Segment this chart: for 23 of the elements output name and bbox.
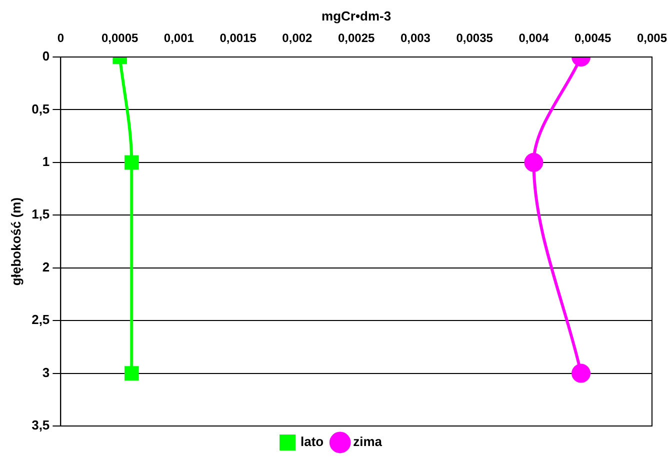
- x-tick-label: 0,0025: [338, 31, 376, 46]
- x-tick-label: 0: [57, 31, 64, 46]
- legend-label: lato: [300, 434, 324, 450]
- y-tick-label: 0: [42, 48, 50, 64]
- y-tick-label: 1: [42, 154, 50, 170]
- x-tick-label: 0,002: [282, 31, 313, 46]
- x-tick-label: 0,004: [518, 31, 550, 46]
- x-tick-label: 0,005: [636, 31, 668, 46]
- x-tick-label: 0,0015: [220, 31, 257, 46]
- x-tick-label: 0,0035: [456, 31, 494, 46]
- y-axis-title: głębokość (m): [8, 197, 24, 286]
- y-tick-label: 3,5: [32, 418, 50, 433]
- y-tick-label: 3: [42, 364, 50, 380]
- x-tick-label: 0,001: [164, 31, 194, 46]
- x-axis-title: mgCr•dm-3: [322, 8, 392, 24]
- x-tick-label: 0,0045: [574, 31, 612, 46]
- y-tick-label: 2: [42, 259, 50, 274]
- legend-label: zima: [353, 434, 383, 450]
- x-tick-label: 0,003: [400, 31, 431, 46]
- x-tick-label: 0,0005: [101, 31, 138, 46]
- y-tick-label: 1,5: [32, 206, 50, 222]
- y-tick-label: 2,5: [32, 312, 50, 328]
- y-tick-label: 0,5: [32, 101, 50, 116]
